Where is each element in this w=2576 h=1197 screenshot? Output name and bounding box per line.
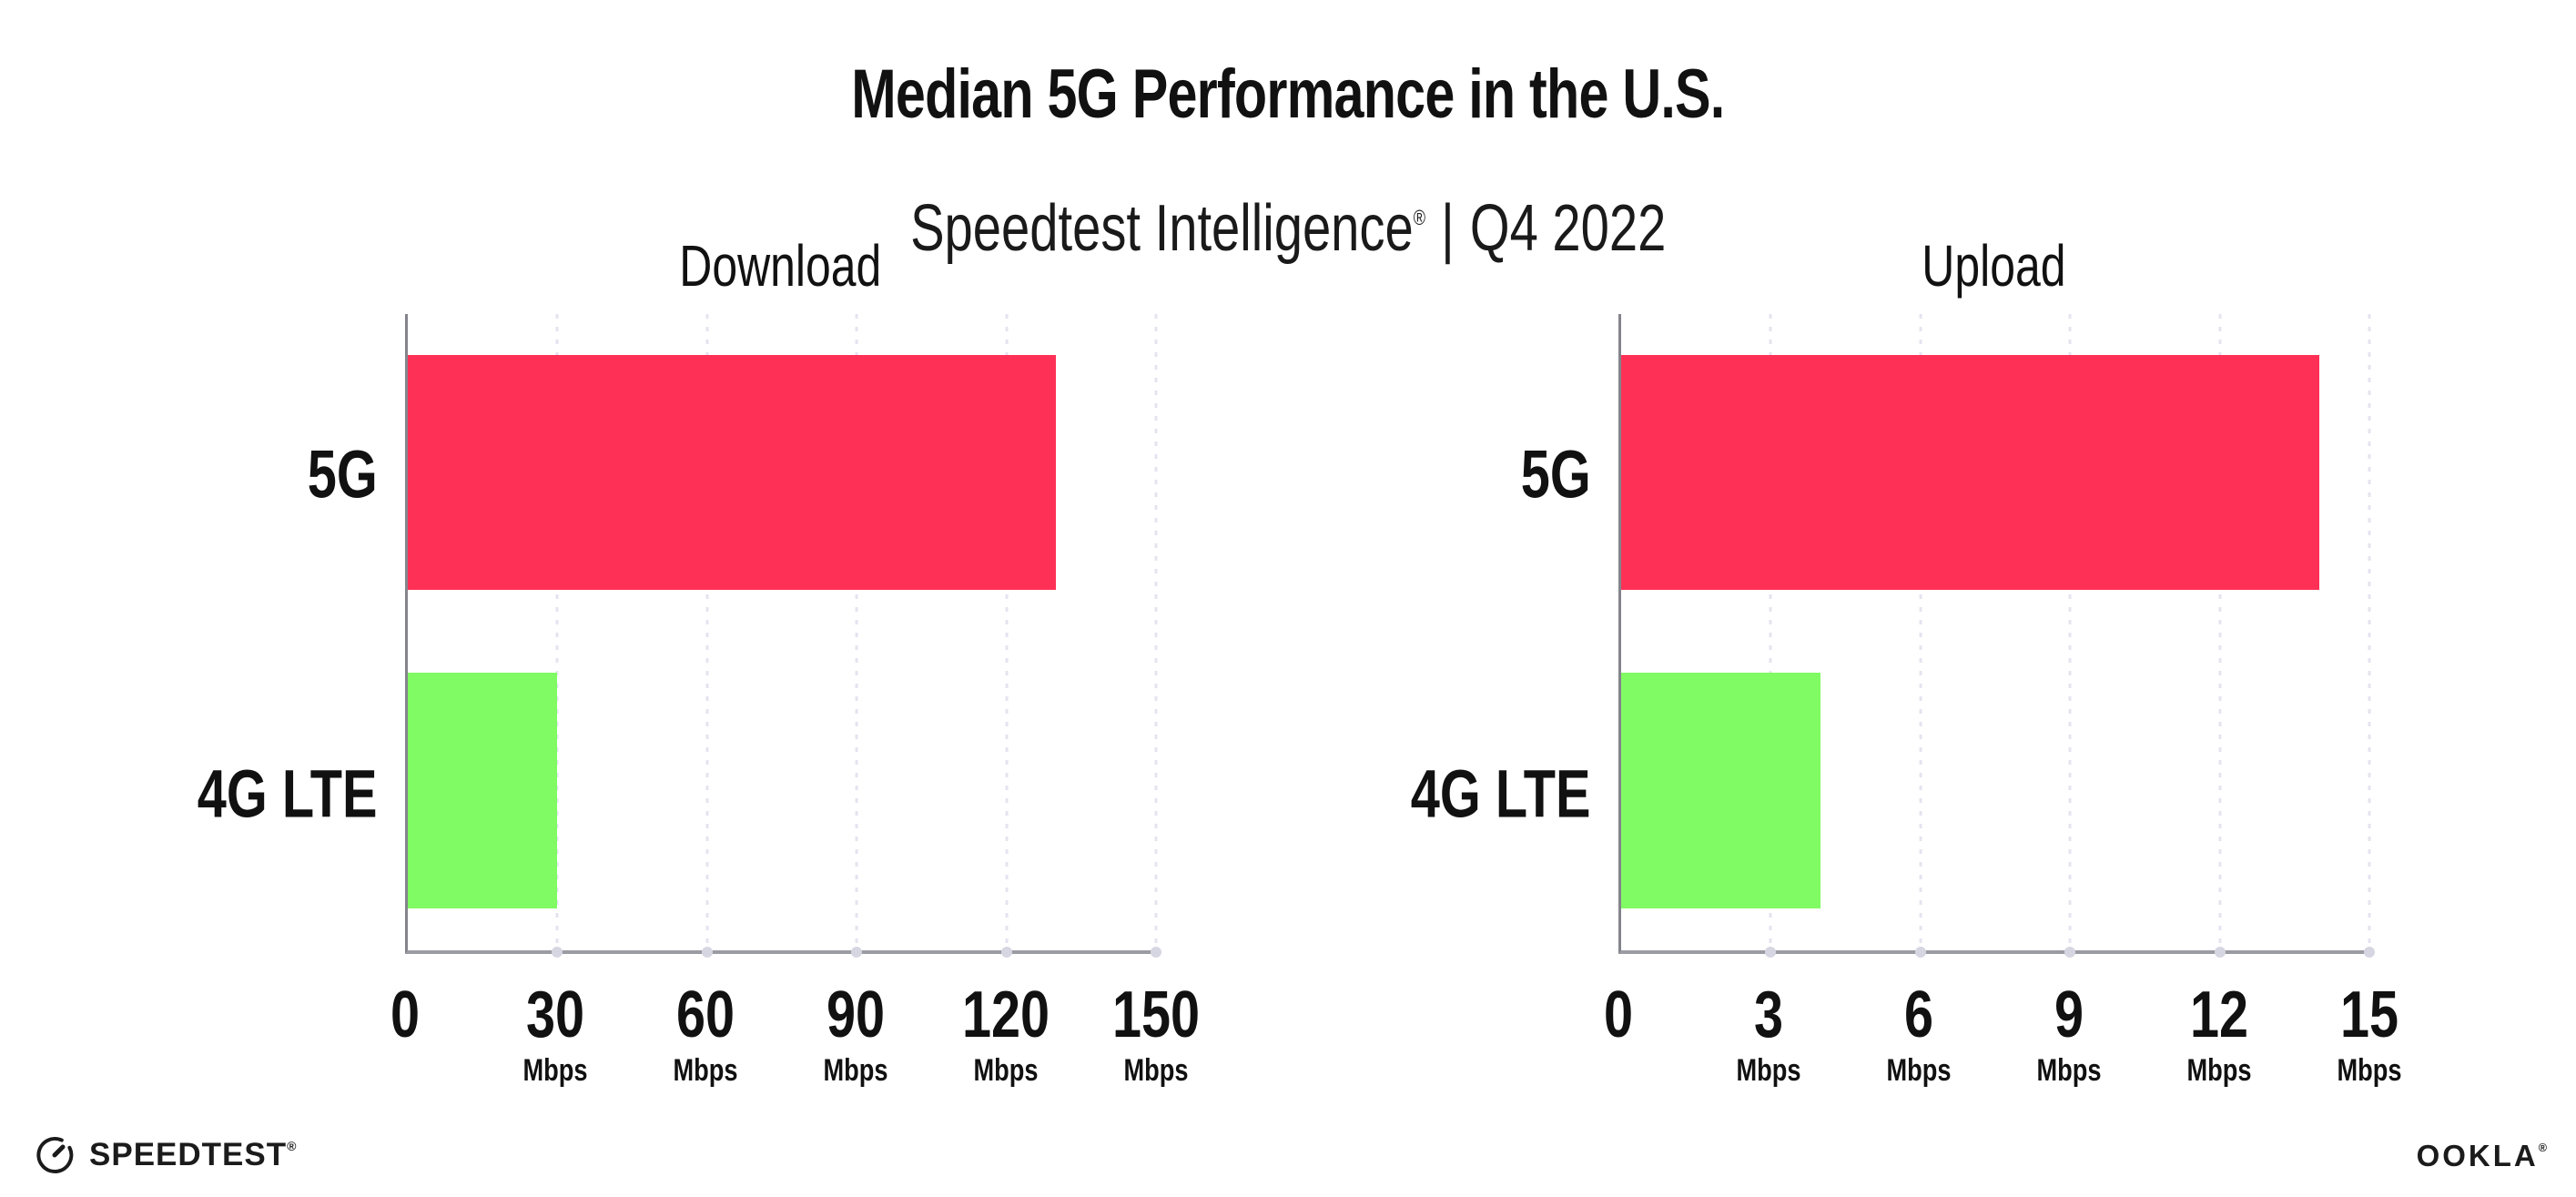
axis-tick-dot — [1765, 947, 1777, 958]
x-tick-unit: Mbps — [673, 1053, 738, 1088]
category-label-5g: 5G — [307, 436, 378, 512]
bar-4g-lte-upload — [1621, 673, 1821, 908]
page-subtitle: Speedtest Intelligence® | Q4 2022 — [0, 180, 2576, 266]
axis-tick-dot — [552, 947, 563, 958]
page-title-text: Median 5G Performance in the U.S. — [851, 55, 1725, 133]
x-tick-60: 60 Mbps — [665, 981, 746, 1089]
x-tick-150: 150 Mbps — [1101, 981, 1211, 1089]
subtitle-period: Q4 2022 — [1469, 191, 1667, 265]
x-tick-0: 0 — [1600, 981, 1637, 1049]
ookla-wordmark: OOKLA — [2416, 1139, 2539, 1172]
upload-plot-area — [1618, 314, 2375, 958]
x-tick-value: 60 — [675, 979, 735, 1051]
subtitle-brand: Speedtest Intelligence — [909, 191, 1414, 265]
upload-category-labels: 5G 4G LTE — [1377, 314, 1591, 954]
axis-tick-dot — [1914, 947, 1926, 958]
x-tick-unit: Mbps — [1886, 1053, 1952, 1088]
bar-4g-lte-download — [408, 673, 558, 908]
gridline — [1005, 314, 1009, 950]
x-tick-unit: Mbps — [1123, 1053, 1189, 1088]
x-tick-value: 150 — [1111, 979, 1201, 1051]
page-title: Median 5G Performance in the U.S. — [0, 56, 2576, 134]
gridline — [2218, 314, 2222, 950]
axis-tick-dot — [1000, 947, 1012, 958]
subtitle-separator: | — [1440, 191, 1455, 265]
x-tick-unit: Mbps — [1736, 1053, 1801, 1088]
axis-tick-dot — [701, 947, 713, 958]
upload-x-axis-labels: 0 3 Mbps 6 Mbps 9 Mbps 12 Mbps 15 Mbps — [1604, 981, 2402, 1118]
gridline — [1769, 314, 1772, 950]
x-tick-unit: Mbps — [522, 1053, 588, 1088]
upload-plot-row: 5G 4G LTE — [1377, 314, 2433, 958]
speedtest-logo: SPEEDTEST® — [35, 1135, 297, 1175]
ookla-logo: OOKLA® — [2417, 1139, 2547, 1173]
download-plot-area — [405, 314, 1161, 958]
x-tick-3: 3 Mbps — [1729, 981, 1810, 1089]
x-tick-value: 90 — [826, 979, 886, 1051]
download-chart: Download 5G 4G LTE 0 30 Mbps 60 Mbps 90 Mbps 120… — [164, 193, 1220, 1112]
gridline — [1154, 314, 1158, 950]
axis-tick-dot — [1151, 947, 1161, 958]
x-tick-value: 9 — [2054, 979, 2084, 1051]
x-tick-unit: Mbps — [2186, 1053, 2252, 1088]
x-tick-value: 12 — [2189, 979, 2249, 1051]
x-tick-0: 0 — [387, 981, 423, 1049]
speedtest-gauge-icon — [35, 1135, 75, 1175]
download-category-labels: 5G 4G LTE — [164, 314, 378, 954]
gridline — [2068, 314, 2072, 950]
x-tick-value: 3 — [1753, 979, 1784, 1051]
gridline — [555, 314, 559, 950]
category-label-4g-lte: 4G LTE — [1411, 756, 1591, 832]
upload-chart: Upload 5G 4G LTE 0 3 Mbps 6 Mbps 9 Mbps 12 Mbps 15… — [1377, 193, 2433, 1112]
x-tick-value: 6 — [1903, 979, 1934, 1051]
category-label-4g-lte: 4G LTE — [198, 756, 378, 832]
x-tick-value: 30 — [525, 979, 585, 1051]
x-tick-6: 6 Mbps — [1879, 981, 1960, 1089]
x-tick-90: 90 Mbps — [816, 981, 897, 1089]
x-tick-15: 15 Mbps — [2329, 981, 2410, 1089]
x-tick-120: 120 Mbps — [951, 981, 1060, 1089]
axis-tick-dot — [2364, 947, 2375, 958]
download-x-axis-labels: 0 30 Mbps 60 Mbps 90 Mbps 120 Mbps 150 Mbps — [390, 981, 1200, 1118]
category-label-5g: 5G — [1520, 436, 1591, 512]
x-tick-value: 15 — [2339, 979, 2399, 1051]
x-tick-unit: Mbps — [823, 1053, 888, 1088]
bar-5g-upload — [1621, 354, 2320, 591]
x-tick-value: 0 — [1603, 979, 1634, 1051]
x-tick-unit: Mbps — [2036, 1053, 2102, 1088]
bar-5g-download — [408, 354, 1057, 591]
speedtest-registered-mark: ® — [287, 1139, 298, 1153]
speedtest-wordmark: SPEEDTEST® — [89, 1137, 298, 1172]
x-tick-9: 9 Mbps — [2029, 981, 2110, 1089]
x-tick-value: 120 — [961, 979, 1050, 1051]
chart-title-upload: Upload — [1922, 233, 2066, 299]
registered-trademark-symbol: ® — [1413, 205, 1425, 229]
x-tick-value: 0 — [390, 979, 421, 1051]
header: Median 5G Performance in the U.S. Speedt… — [0, 9, 2576, 266]
gridline — [855, 314, 858, 950]
x-tick-30: 30 Mbps — [515, 981, 596, 1089]
chart-title-download: Download — [679, 233, 882, 299]
gridline — [705, 314, 709, 950]
gridline — [2368, 314, 2371, 950]
axis-tick-dot — [2064, 947, 2076, 958]
x-tick-unit: Mbps — [2337, 1053, 2402, 1088]
x-tick-12: 12 Mbps — [2179, 981, 2260, 1089]
axis-tick-dot — [851, 947, 863, 958]
ookla-registered-mark: ® — [2538, 1141, 2547, 1154]
x-tick-unit: Mbps — [973, 1053, 1039, 1088]
gridline — [1919, 314, 1922, 950]
download-plot-row: 5G 4G LTE — [164, 314, 1220, 958]
axis-tick-dot — [2214, 947, 2226, 958]
